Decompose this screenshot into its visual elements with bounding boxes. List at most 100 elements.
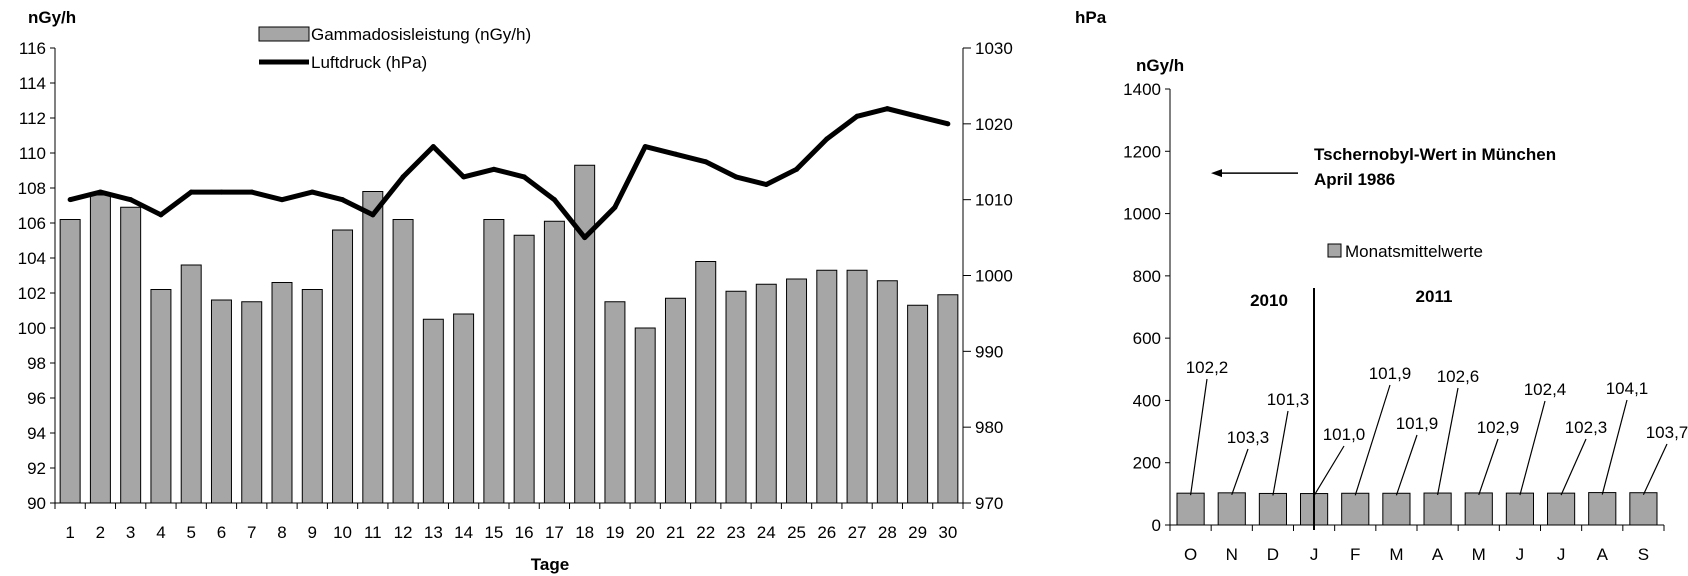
data-label-leader — [1231, 448, 1249, 496]
x-tick-label: 3 — [126, 523, 135, 542]
right-chart-y-axis: 0 200 400 600 800 1000 1200 1400 — [1123, 80, 1171, 535]
gamma-bar — [695, 261, 717, 504]
monthly-bar — [1176, 492, 1205, 526]
x-tick-label: 29 — [908, 523, 927, 542]
pressure-point — [491, 166, 497, 172]
annotation-arrow-head — [1211, 169, 1222, 178]
left-y-tick-label: 112 — [19, 109, 46, 128]
gamma-bar — [89, 194, 111, 504]
data-label-leader — [1478, 438, 1499, 496]
data-label-leader — [1395, 434, 1418, 496]
right-y-tick-label: 1030 — [975, 39, 1013, 58]
pressure-point — [249, 189, 255, 195]
monthly-bar — [1546, 492, 1576, 526]
pressure-point — [67, 197, 73, 203]
right-chart-x-tick-label: N — [1226, 545, 1238, 564]
right-y-tick-label: 980 — [975, 418, 1003, 437]
gamma-bar — [574, 164, 596, 504]
pressure-point — [218, 189, 224, 195]
left-y-tick-label: 94 — [27, 424, 46, 443]
right-chart-x-tick-label: J — [1310, 545, 1319, 564]
right-chart-x-tick-label: A — [1432, 545, 1444, 564]
gamma-bar — [392, 219, 414, 504]
pressure-point — [703, 159, 709, 165]
right-chart-unit-label: nGy/h — [1136, 56, 1184, 75]
gamma-bar — [453, 313, 475, 504]
x-tick-label: 24 — [757, 523, 776, 542]
gamma-bars — [59, 164, 959, 504]
x-tick-label: 25 — [787, 523, 806, 542]
right-legend: Monatsmittelwerte — [1327, 242, 1483, 261]
gamma-bar — [907, 304, 929, 504]
x-tick-label: 13 — [424, 523, 443, 542]
data-label: 102,3 — [1565, 418, 1608, 437]
x-tick-label: 16 — [515, 523, 534, 542]
x-tick-label: 9 — [308, 523, 317, 542]
annotation-line-2: April 1986 — [1314, 170, 1395, 189]
x-tick-label: 17 — [545, 523, 564, 542]
monthly-bar — [1217, 492, 1246, 526]
pressure-point — [128, 197, 134, 203]
right-chart-y-tick-label: 0 — [1152, 516, 1161, 535]
monthly-bar — [1258, 492, 1288, 526]
gamma-bar — [120, 206, 142, 504]
monthly-bar — [1505, 492, 1535, 526]
x-tick-label: 10 — [333, 523, 352, 542]
gamma-bar — [362, 191, 384, 504]
pressure-point — [763, 182, 769, 187]
x-tick-label: 11 — [364, 523, 382, 542]
right-chart-x-tick-label: O — [1184, 545, 1197, 564]
x-tick-label: 15 — [484, 523, 503, 542]
pressure-point — [854, 113, 860, 119]
right-y-axis: 970 980 990 1000 1010 1020 1030 — [962, 39, 1013, 513]
monthly-bar — [1423, 492, 1452, 526]
right-chart-y-tick-label: 1000 — [1123, 205, 1161, 224]
gamma-bar — [786, 278, 808, 504]
legend-label-monthly: Monatsmittelwerte — [1345, 242, 1483, 261]
x-tick-label: 2 — [96, 523, 105, 542]
monthly-bar — [1464, 492, 1493, 526]
x-tick-label: 30 — [938, 523, 957, 542]
gamma-bar — [604, 301, 626, 504]
pressure-point — [915, 113, 921, 119]
pressure-point — [97, 189, 103, 195]
data-label: 101,9 — [1369, 364, 1412, 383]
data-label-leader — [1560, 438, 1587, 496]
left-y-tick-label: 92 — [27, 459, 46, 478]
pressure-point — [642, 144, 648, 150]
right-chart-x-tick-label: F — [1350, 545, 1360, 564]
pressure-point — [370, 212, 376, 218]
gamma-bar — [422, 318, 444, 504]
gamma-bar — [664, 297, 686, 504]
left-y-tick-label: 90 — [27, 494, 46, 513]
x-tick-label: 1 — [65, 523, 74, 542]
right-chart-y-tick-label: 800 — [1133, 267, 1161, 286]
gamma-bar — [543, 220, 565, 504]
right-axis-unit-label: hPa — [1075, 8, 1107, 27]
right-chart-x-tick-label: M — [1389, 545, 1403, 564]
pressure-point — [945, 121, 951, 127]
gamma-bar — [180, 264, 202, 504]
x-tick-label: 26 — [817, 523, 836, 542]
pressure-point — [824, 136, 830, 142]
monthly-bar — [1629, 492, 1658, 526]
right-chart: nGy/h 0 200 400 600 800 1000 1200 1400 102,2 103… — [1123, 56, 1688, 564]
gamma-bar — [846, 269, 868, 504]
monthly-bar — [1382, 492, 1411, 526]
gamma-bar — [483, 219, 505, 504]
left-y-tick-label: 100 — [18, 319, 46, 338]
left-y-axis: 90 92 94 96 98 100 102 104 106 108 110 112 114 116 — [18, 39, 56, 513]
gamma-bar — [150, 289, 172, 504]
data-label: 102,6 — [1437, 367, 1480, 386]
x-tick-label: 12 — [394, 523, 413, 542]
x-tick-label: 20 — [636, 523, 655, 542]
pressure-point — [551, 197, 557, 203]
x-tick-label: 8 — [277, 523, 286, 542]
data-label-leader — [1354, 384, 1391, 496]
right-chart-x-tick-label: J — [1516, 545, 1525, 564]
pressure-point — [612, 204, 618, 210]
gamma-bar — [876, 280, 898, 504]
x-tick-label: 4 — [156, 523, 165, 542]
right-chart-x-tick-label: A — [1597, 545, 1609, 564]
data-label: 101,3 — [1267, 390, 1310, 409]
